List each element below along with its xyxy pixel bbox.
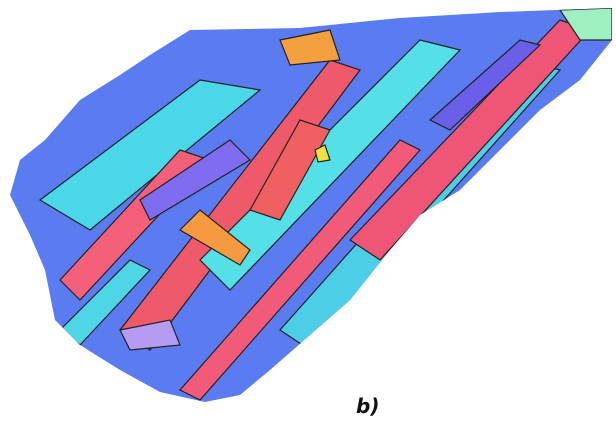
figure: b) — [0, 0, 616, 427]
panel-label: b) — [356, 394, 379, 418]
grain-map — [0, 0, 616, 427]
ebsd-map — [0, 0, 616, 427]
